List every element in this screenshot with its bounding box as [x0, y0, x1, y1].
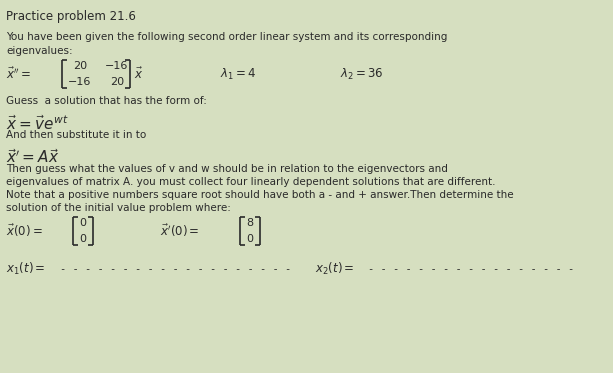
Text: $\vec{x}'(0)=$: $\vec{x}'(0)=$: [160, 223, 200, 239]
Text: $\lambda_1=4$: $\lambda_1=4$: [220, 66, 256, 82]
Text: −16: −16: [68, 77, 92, 87]
Text: $\vec{x}=\vec{v}e^{wt}$: $\vec{x}=\vec{v}e^{wt}$: [6, 114, 69, 133]
Text: $\vec{x}(0)=$: $\vec{x}(0)=$: [6, 223, 43, 239]
Text: solution of the initial value problem where:: solution of the initial value problem wh…: [6, 203, 231, 213]
Text: 8: 8: [246, 218, 254, 228]
Text: - - - - - - - - - - - - - - - - -: - - - - - - - - - - - - - - - - -: [368, 264, 574, 274]
Text: 20: 20: [110, 77, 124, 87]
Text: Guess  a solution that has the form of:: Guess a solution that has the form of:: [6, 96, 207, 106]
Text: $x_1(t)=$: $x_1(t)=$: [6, 261, 45, 277]
Text: 0: 0: [80, 218, 86, 228]
Text: Practice problem 21.6: Practice problem 21.6: [6, 10, 136, 23]
Text: 20: 20: [73, 61, 87, 71]
Text: Note that a positive numbers square root should have both a - and + answer.Then : Note that a positive numbers square root…: [6, 190, 514, 200]
Text: 0: 0: [246, 234, 254, 244]
Text: eigenvalues of matrix A. you must collect four linearly dependent solutions that: eigenvalues of matrix A. you must collec…: [6, 177, 495, 187]
Text: $x_2(t)=$: $x_2(t)=$: [315, 261, 354, 277]
Text: −16: −16: [105, 61, 129, 71]
Text: Then guess what the values of v and w should be in relation to the eigenvectors : Then guess what the values of v and w sh…: [6, 164, 448, 174]
Text: eigenvalues:: eigenvalues:: [6, 46, 72, 56]
Text: $\lambda_2=36$: $\lambda_2=36$: [340, 66, 384, 82]
Text: $\vec{x}$: $\vec{x}$: [134, 66, 143, 82]
Text: $\vec{x}'=A\vec{x}$: $\vec{x}'=A\vec{x}$: [6, 148, 59, 166]
Text: You have been given the following second order linear system and its correspondi: You have been given the following second…: [6, 32, 447, 42]
Text: And then substitute it in to: And then substitute it in to: [6, 130, 147, 140]
Text: - - - - - - - - - - - - - - - - - - -: - - - - - - - - - - - - - - - - - - -: [60, 264, 291, 274]
Text: $\vec{x}''=$: $\vec{x}''=$: [6, 66, 31, 82]
Text: 0: 0: [80, 234, 86, 244]
